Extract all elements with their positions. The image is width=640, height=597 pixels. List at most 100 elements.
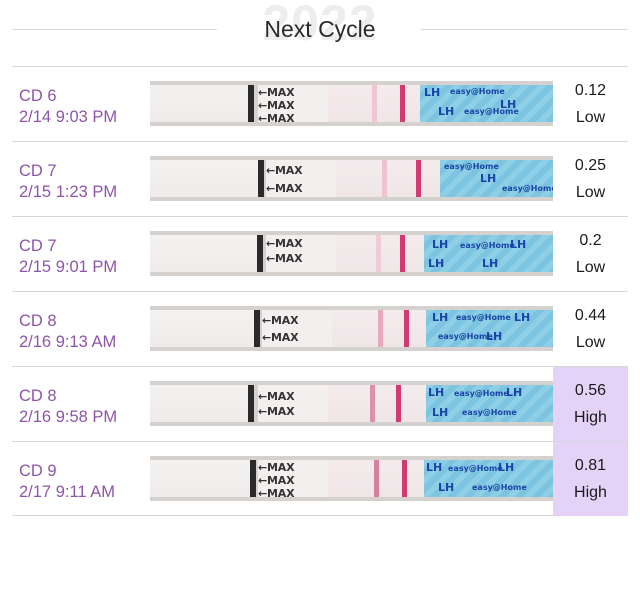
- cycle-day: CD 7: [19, 237, 57, 255]
- strip-brand-end: LH easy@Home LH LH easy@Home: [420, 85, 553, 122]
- test-entry-row[interactable]: CD 8 2/16 9:58 PM ←MAX ←MAX LH easy@Home…: [12, 366, 628, 441]
- lh-value: 0.44: [574, 307, 607, 324]
- lh-value: 0.56: [574, 382, 607, 399]
- brand-name-text: easy@Home: [462, 408, 517, 417]
- lh-value: 0.81: [574, 457, 607, 474]
- entry-label: CD 9 2/17 9:11 AM: [19, 461, 115, 503]
- lh-level: Low: [575, 109, 606, 126]
- lh-value: 0.12: [574, 82, 607, 99]
- max-label: ←MAX: [258, 487, 295, 500]
- max-label: ←MAX: [258, 390, 295, 403]
- lh-value: 0.25: [574, 157, 607, 174]
- strip-max-marker: ←MAX ←MAX ←MAX: [258, 85, 328, 125]
- brand-lh-text: LH: [438, 481, 455, 494]
- strip-handle: [150, 460, 250, 497]
- test-datetime: 2/15 9:01 PM: [19, 258, 118, 276]
- strip-result-window: [336, 160, 440, 197]
- lh-test-strip-photo[interactable]: ←MAX ←MAX ←MAX LH easy@Home LH LH easy@H…: [150, 81, 553, 126]
- test-datetime: 2/15 1:23 PM: [19, 183, 118, 201]
- lh-level: Low: [575, 334, 606, 351]
- brand-lh-text: LH: [486, 330, 503, 343]
- max-label: ←MAX: [258, 474, 295, 487]
- entry-label: CD 6 2/14 9:03 PM: [19, 86, 117, 128]
- cycle-day: CD 8: [19, 387, 57, 405]
- control-line: [396, 385, 401, 422]
- strip-handle: [150, 385, 248, 422]
- max-label: ←MAX: [258, 86, 295, 99]
- brand-name-text: easy@Home: [502, 184, 553, 193]
- control-line: [400, 235, 405, 272]
- entry-label: CD 7 2/15 1:23 PM: [19, 161, 117, 203]
- brand-name-text: easy@Home: [448, 464, 503, 473]
- brand-lh-text: LH: [514, 311, 531, 324]
- cycle-day: CD 9: [19, 462, 57, 480]
- cycle-title: Next Cycle: [264, 16, 376, 42]
- lh-test-strip-photo[interactable]: ←MAX ←MAX LH easy@Home LH LH easy@Home: [150, 381, 553, 426]
- brand-lh-text: LH: [424, 86, 441, 99]
- lh-test-strip-photo[interactable]: ←MAX ←MAX LH easy@Home LH easy@Home LH: [150, 306, 553, 351]
- test-entry-row[interactable]: CD 6 2/14 9:03 PM ←MAX ←MAX ←MAX LH easy…: [12, 66, 628, 141]
- brand-name-text: easy@Home: [464, 107, 519, 116]
- test-line: [378, 310, 383, 347]
- brand-lh-text: LH: [426, 461, 443, 474]
- lh-test-strip-photo[interactable]: ←MAX ←MAX ←MAX LH easy@Home LH LH easy@H…: [150, 456, 553, 501]
- test-entry-row[interactable]: CD 7 2/15 1:23 PM ←MAX ←MAX easy@Home LH…: [12, 141, 628, 216]
- test-entry-row[interactable]: CD 9 2/17 9:11 AM ←MAX ←MAX ←MAX LH easy…: [12, 441, 628, 516]
- lh-reading: 0.2 Low: [553, 217, 628, 291]
- lh-reading-high: 0.56 High: [553, 367, 628, 441]
- max-label: ←MAX: [266, 182, 303, 195]
- brand-lh-text: LH: [432, 406, 449, 419]
- lh-reading: 0.12 Low: [553, 67, 628, 141]
- test-datetime: 2/16 9:13 AM: [19, 333, 117, 351]
- lh-test-strip-photo[interactable]: ←MAX ←MAX LH easy@Home LH LH LH: [150, 231, 553, 276]
- brand-name-text: easy@Home: [438, 332, 493, 341]
- strip-brand-end: LH easy@Home LH LH easy@Home: [426, 385, 553, 422]
- strip-max-marker: ←MAX ←MAX: [266, 235, 336, 272]
- strip-brand-end: LH easy@Home LH easy@Home LH: [426, 310, 553, 347]
- strip-dip-bar: [258, 160, 264, 197]
- test-datetime: 2/14 9:03 PM: [19, 108, 118, 126]
- brand-lh-text: LH: [438, 105, 455, 118]
- test-line: [374, 460, 379, 497]
- lh-reading: 0.25 Low: [553, 142, 628, 216]
- lh-level: Low: [575, 259, 606, 276]
- strip-max-marker: ←MAX ←MAX ←MAX: [258, 460, 328, 500]
- brand-name-text: easy@Home: [450, 87, 505, 96]
- max-label: ←MAX: [258, 461, 295, 474]
- lh-reading-high: 0.81 High: [553, 442, 628, 516]
- test-entry-row[interactable]: CD 7 2/15 9:01 PM ←MAX ←MAX LH easy@Home…: [12, 216, 628, 291]
- strip-max-marker: ←MAX ←MAX: [266, 160, 336, 197]
- cycle-header: 2022 Next Cycle: [0, 0, 640, 60]
- header-divider-right: [421, 29, 628, 30]
- lh-level: High: [574, 409, 607, 426]
- lh-level: Low: [575, 184, 606, 201]
- control-line: [402, 460, 407, 497]
- lh-reading: 0.44 Low: [553, 292, 628, 366]
- lh-test-strip-photo[interactable]: ←MAX ←MAX easy@Home LH easy@Home: [150, 156, 553, 201]
- strip-dip-bar: [248, 385, 254, 422]
- test-datetime: 2/16 9:58 PM: [19, 408, 118, 426]
- strip-brand-end: LH easy@Home LH LH LH: [424, 235, 553, 272]
- test-line: [372, 85, 377, 122]
- cycle-day: CD 8: [19, 312, 57, 330]
- lh-value: 0.2: [579, 232, 602, 249]
- brand-name-text: easy@Home: [472, 483, 527, 492]
- strip-dip-bar: [248, 85, 254, 122]
- brand-lh-text: LH: [500, 98, 517, 111]
- brand-lh-text: LH: [428, 257, 445, 270]
- test-datetime: 2/17 9:11 AM: [19, 483, 116, 501]
- test-line: [382, 160, 387, 197]
- entry-label: CD 8 2/16 9:58 PM: [19, 386, 117, 428]
- test-entry-row[interactable]: CD 8 2/16 9:13 AM ←MAX ←MAX LH easy@Home…: [12, 291, 628, 366]
- strip-handle: [150, 235, 257, 272]
- entry-label: CD 7 2/15 9:01 PM: [19, 236, 117, 278]
- brand-lh-text: LH: [480, 172, 497, 185]
- max-label: ←MAX: [258, 99, 295, 112]
- cycle-day: CD 7: [19, 162, 57, 180]
- control-line: [416, 160, 421, 197]
- max-label: ←MAX: [262, 331, 299, 344]
- max-label: ←MAX: [262, 314, 299, 327]
- brand-name-text: easy@Home: [460, 241, 515, 250]
- max-label: ←MAX: [258, 112, 295, 125]
- brand-name-text: easy@Home: [444, 162, 499, 171]
